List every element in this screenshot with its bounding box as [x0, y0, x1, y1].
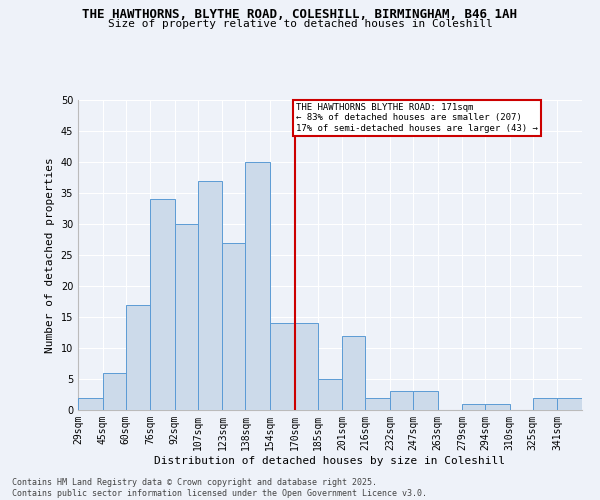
Bar: [103, 373, 125, 410]
Bar: [318, 379, 342, 410]
Bar: [485, 404, 510, 410]
Bar: [557, 398, 582, 410]
Y-axis label: Number of detached properties: Number of detached properties: [45, 157, 55, 353]
Bar: [175, 224, 198, 410]
Text: Size of property relative to detached houses in Coleshill: Size of property relative to detached ho…: [107, 19, 493, 29]
X-axis label: Distribution of detached houses by size in Coleshill: Distribution of detached houses by size …: [155, 456, 505, 466]
Bar: [198, 180, 223, 410]
Text: THE HAWTHORNS, BLYTHE ROAD, COLESHILL, BIRMINGHAM, B46 1AH: THE HAWTHORNS, BLYTHE ROAD, COLESHILL, B…: [83, 8, 517, 20]
Bar: [390, 392, 413, 410]
Bar: [533, 398, 557, 410]
Bar: [125, 304, 150, 410]
Bar: [223, 242, 245, 410]
Bar: [295, 323, 318, 410]
Bar: [270, 323, 295, 410]
Bar: [150, 199, 175, 410]
Bar: [342, 336, 365, 410]
Bar: [462, 404, 485, 410]
Bar: [365, 398, 390, 410]
Text: Contains HM Land Registry data © Crown copyright and database right 2025.
Contai: Contains HM Land Registry data © Crown c…: [12, 478, 427, 498]
Bar: [413, 392, 437, 410]
Bar: [78, 398, 103, 410]
Text: THE HAWTHORNS BLYTHE ROAD: 171sqm
← 83% of detached houses are smaller (207)
17%: THE HAWTHORNS BLYTHE ROAD: 171sqm ← 83% …: [296, 103, 538, 133]
Bar: [245, 162, 270, 410]
